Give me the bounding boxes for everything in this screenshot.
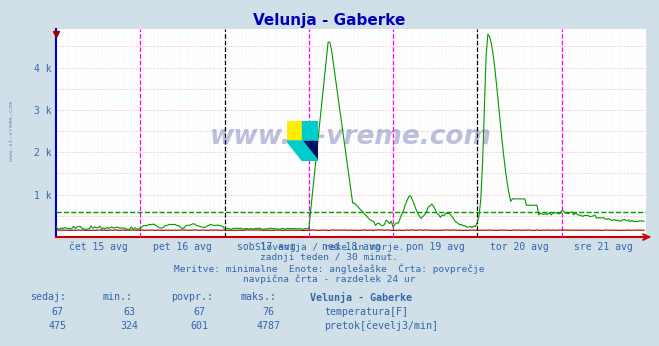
Text: 67: 67 [193, 307, 205, 317]
Bar [287, 121, 302, 141]
Text: 76: 76 [262, 307, 274, 317]
Text: sedaj:: sedaj: [30, 292, 66, 302]
Text: temperatura[F]: temperatura[F] [324, 307, 408, 317]
Text: www.si-vreme.com: www.si-vreme.com [210, 124, 492, 151]
Polygon shape [302, 141, 318, 161]
Text: min.:: min.: [102, 292, 132, 302]
Text: 4787: 4787 [256, 321, 280, 331]
Text: www.si-vreme.com: www.si-vreme.com [9, 101, 14, 162]
Text: zadnji teden / 30 minut.: zadnji teden / 30 minut. [260, 253, 399, 262]
Text: 475: 475 [48, 321, 67, 331]
Text: Meritve: minimalne  Enote: anglešaške  Črta: povprečje: Meritve: minimalne Enote: anglešaške Črt… [174, 264, 485, 274]
Text: 601: 601 [190, 321, 208, 331]
Bar [302, 121, 318, 141]
Text: 324: 324 [121, 321, 139, 331]
Text: Velunja - Gaberke: Velunja - Gaberke [253, 13, 406, 28]
Text: 63: 63 [124, 307, 136, 317]
Text: Velunja - Gaberke: Velunja - Gaberke [310, 292, 412, 303]
Text: Slovenija / reke in morje.: Slovenija / reke in morje. [255, 243, 404, 252]
Text: pretok[čevelj3/min]: pretok[čevelj3/min] [324, 321, 438, 331]
Text: 67: 67 [51, 307, 63, 317]
Text: navpična črta - razdelek 24 ur: navpična črta - razdelek 24 ur [243, 274, 416, 283]
Text: maks.:: maks.: [241, 292, 277, 302]
Text: povpr.:: povpr.: [171, 292, 214, 302]
Polygon shape [287, 141, 318, 161]
